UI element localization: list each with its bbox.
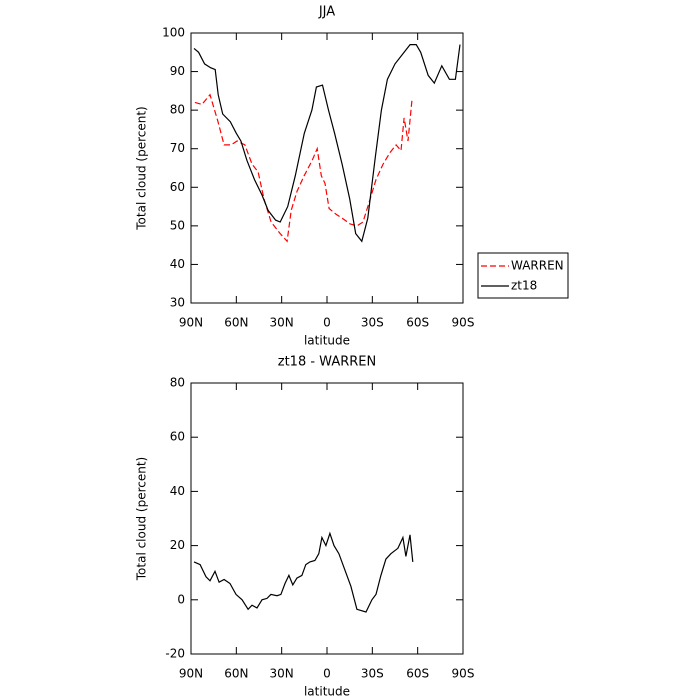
x-tick-label: 30N bbox=[270, 667, 294, 681]
x-tick-label: 30S bbox=[361, 316, 384, 330]
y-tick-label: 30 bbox=[170, 296, 185, 310]
x-tick-label: 90S bbox=[452, 667, 475, 681]
y-tick-label: 50 bbox=[170, 218, 185, 232]
y-tick-label: 40 bbox=[170, 257, 185, 271]
legend-box bbox=[477, 252, 569, 299]
x-tick-label: 30N bbox=[270, 316, 294, 330]
chart-title: JJA bbox=[318, 5, 335, 20]
y-tick-label: 80 bbox=[170, 103, 185, 117]
legend-label: zt18 bbox=[511, 279, 537, 293]
y-tick-label: 70 bbox=[170, 141, 185, 155]
y-axis-label: Total cloud (percent) bbox=[135, 457, 149, 581]
plot-frame bbox=[190, 382, 464, 655]
x-axis-label: latitude bbox=[304, 685, 350, 699]
x-tick-label: 60S bbox=[406, 667, 429, 681]
chart-title: zt18 - WARREN bbox=[278, 355, 376, 370]
data-line bbox=[193, 44, 461, 243]
y-tick-label: 80 bbox=[170, 376, 185, 390]
x-tick-label: 60N bbox=[224, 316, 248, 330]
y-tick-label: 20 bbox=[170, 538, 185, 552]
y-axis-label: Total cloud (percent) bbox=[135, 106, 149, 230]
y-tick-label: 90 bbox=[170, 64, 185, 78]
x-tick-label: 0 bbox=[323, 316, 331, 330]
data-line bbox=[193, 531, 414, 613]
y-tick-label: 100 bbox=[162, 26, 185, 40]
plot-frame bbox=[190, 32, 464, 304]
data-line bbox=[194, 93, 413, 243]
x-tick-label: 30S bbox=[361, 667, 384, 681]
y-tick-label: 40 bbox=[170, 484, 185, 498]
legend-label: WARREN bbox=[511, 259, 564, 273]
x-tick-label: 90S bbox=[452, 316, 475, 330]
y-tick-label: 60 bbox=[170, 430, 185, 444]
y-tick-label: 0 bbox=[177, 592, 185, 606]
x-tick-label: 90N bbox=[179, 316, 203, 330]
x-axis-label: latitude bbox=[304, 334, 350, 348]
x-tick-label: 60S bbox=[406, 316, 429, 330]
x-tick-label: 60N bbox=[224, 667, 248, 681]
x-tick-label: 90N bbox=[179, 667, 203, 681]
y-tick-label: -20 bbox=[165, 647, 185, 661]
x-tick-label: 0 bbox=[323, 667, 331, 681]
y-tick-label: 60 bbox=[170, 180, 185, 194]
